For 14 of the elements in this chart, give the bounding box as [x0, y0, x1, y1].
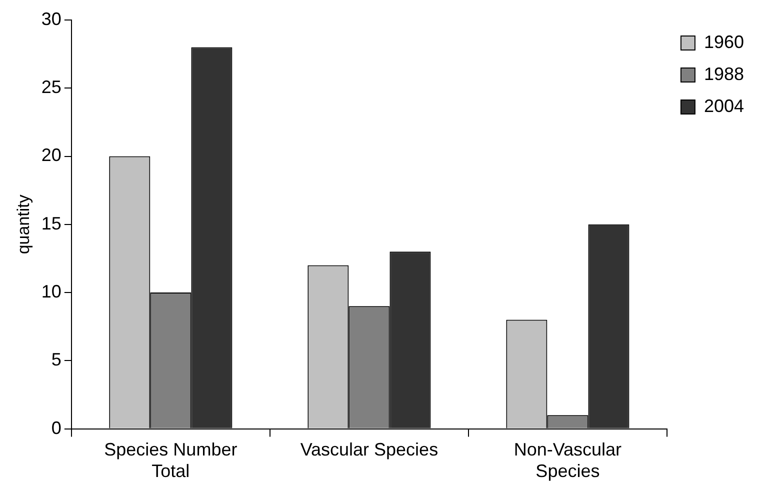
y-tick-label: 15 — [41, 213, 62, 234]
y-tick-label: 5 — [51, 350, 62, 370]
y-tick-label: 20 — [41, 145, 62, 166]
y-tick-label: 10 — [41, 282, 62, 302]
y-axis-title: quantity — [14, 194, 33, 254]
y-tick-label: 30 — [41, 8, 62, 29]
legend-label: 1960 — [704, 32, 744, 52]
y-tick-label: 25 — [41, 77, 62, 98]
legend-label: 2004 — [704, 96, 744, 116]
x-tick-label: Non-Vascular Species — [514, 440, 622, 482]
x-tick-label: Species Number Total — [104, 440, 238, 482]
y-tick-label: 0 — [51, 418, 62, 438]
x-tick-label: Vascular Species — [300, 440, 438, 460]
legend-label: 1988 — [704, 64, 744, 84]
